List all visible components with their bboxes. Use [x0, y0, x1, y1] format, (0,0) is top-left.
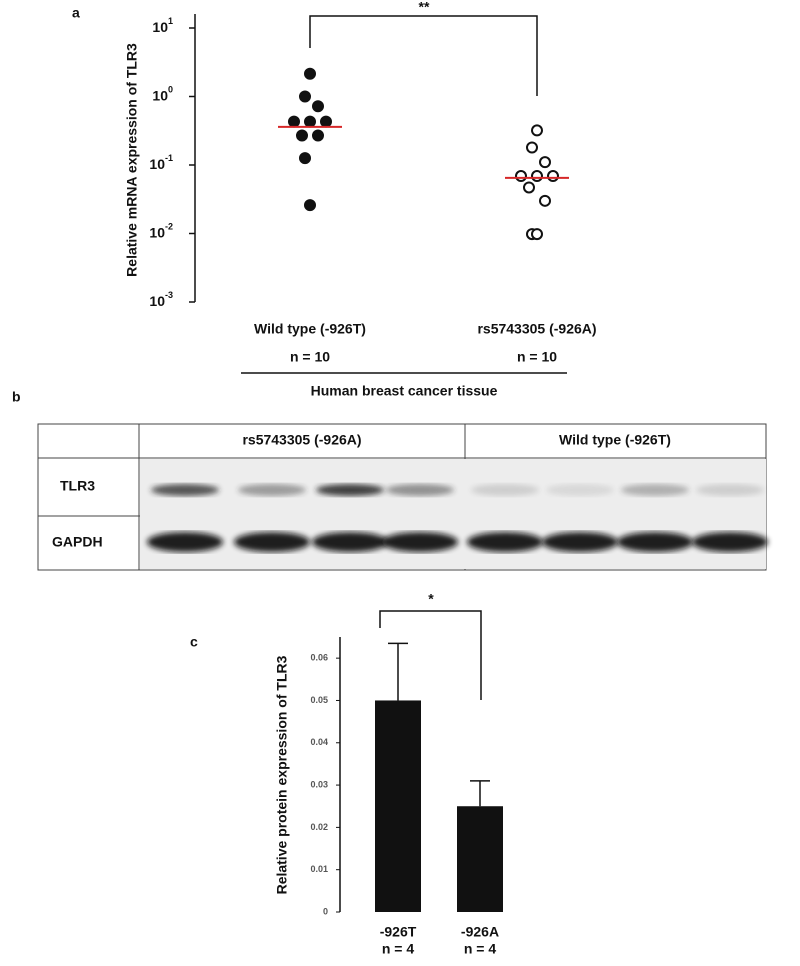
band [312, 532, 388, 552]
point [523, 181, 535, 194]
group-title: Human breast cancer tissue [311, 383, 498, 399]
band [316, 484, 384, 496]
point [539, 156, 551, 169]
point [304, 115, 316, 128]
y-tick-label: 0.01 [310, 864, 328, 874]
point [304, 67, 316, 80]
tick-base: 10 [149, 156, 165, 172]
tick-exponent: 0 [168, 85, 173, 95]
point [312, 100, 324, 113]
band [542, 532, 618, 552]
tick-exponent: 1 [168, 16, 173, 26]
point [531, 170, 543, 183]
y-tick-label: 10-2 [149, 222, 173, 240]
band [692, 532, 768, 552]
y-tick-label: 0.05 [310, 695, 328, 705]
group-note: n = 10 [517, 349, 557, 365]
blot-group: rs5743305 (-926A) [242, 432, 361, 448]
category-label: Wild type (-926T) [254, 321, 366, 337]
tick-exponent: -2 [165, 222, 173, 232]
y-tick-label: 10-1 [149, 153, 173, 171]
group-note: n = 4 [382, 941, 415, 957]
y-tick-label: 10-3 [149, 290, 173, 308]
band [234, 532, 310, 552]
y-tick-label: 0.04 [310, 737, 328, 747]
point [531, 228, 543, 241]
point [299, 152, 311, 165]
significance-bracket [309, 15, 538, 96]
bar [457, 806, 503, 912]
point [526, 141, 538, 154]
point [547, 170, 559, 183]
blot-row: TLR3 [60, 478, 95, 494]
point [312, 129, 324, 142]
bar [375, 700, 421, 912]
y-tick-label: 101 [152, 16, 173, 34]
band [467, 532, 543, 552]
band [471, 484, 539, 496]
blot: rs5743305 (-926A) Wild type (-926T) TLR3… [37, 423, 768, 571]
y-tick-label: 0 [323, 906, 328, 916]
panel-label: b [12, 389, 21, 405]
tick-base: 10 [152, 87, 168, 103]
point [320, 115, 332, 128]
y-tick-label: 0.03 [310, 779, 328, 789]
blot-image [140, 459, 766, 569]
band [696, 484, 764, 496]
band [238, 484, 306, 496]
tick-exponent: -1 [165, 153, 173, 163]
point [304, 199, 316, 212]
significance-bracket [379, 610, 482, 700]
band [546, 484, 614, 496]
point [515, 170, 527, 183]
tick-base: 10 [152, 19, 168, 35]
significance: * [428, 591, 434, 607]
group-note: n = 10 [290, 349, 330, 365]
tick-base: 10 [149, 224, 165, 240]
y-tick-label: 100 [152, 85, 173, 103]
point [539, 194, 551, 207]
panel-label: c [190, 634, 198, 650]
band [151, 484, 219, 496]
tick-exponent: -3 [165, 290, 173, 300]
point [299, 90, 311, 103]
y-tick-label: 0.02 [310, 822, 328, 832]
category-label: rs5743305 (-926A) [477, 321, 596, 337]
group-note: n = 4 [464, 941, 497, 957]
band [147, 532, 223, 552]
point [288, 115, 300, 128]
y-tick-label: 0.06 [310, 653, 328, 663]
category-label: -926T [380, 924, 417, 940]
panel-label: a [72, 5, 80, 21]
tick-base: 10 [149, 293, 165, 309]
band [621, 484, 689, 496]
blot-row: GAPDH [52, 534, 103, 550]
blot-group: Wild type (-926T) [559, 432, 671, 448]
band [382, 532, 458, 552]
band [386, 484, 454, 496]
category-label: -926A [461, 924, 499, 940]
point [531, 124, 543, 137]
y-axis-label: Relative mRNA expression of TLR3 [124, 43, 140, 277]
significance: ** [419, 0, 430, 15]
y-axis-label: Relative protein expression of TLR3 [274, 655, 290, 894]
band [617, 532, 693, 552]
point [296, 129, 308, 142]
